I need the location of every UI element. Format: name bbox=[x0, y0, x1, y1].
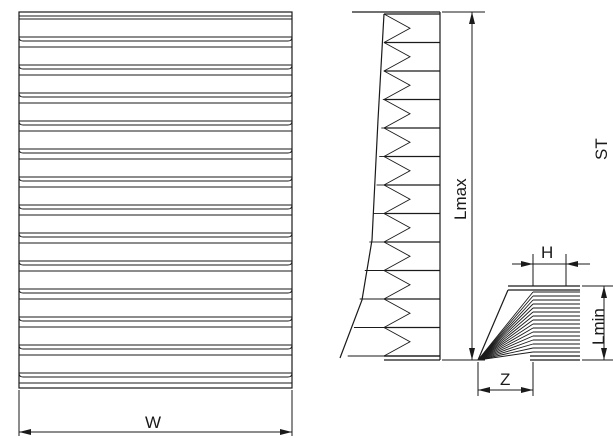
extended-outer-edge bbox=[339, 13, 385, 359]
compressed-fan-line bbox=[477, 295, 534, 361]
extended-fold bbox=[383, 213, 440, 243]
lmax-label: Lmax bbox=[451, 178, 470, 220]
extended-fold bbox=[383, 127, 440, 157]
compressed-fan-line bbox=[477, 347, 534, 361]
extended-fold bbox=[383, 42, 440, 72]
compressed-fan-line bbox=[477, 319, 534, 361]
height-label: H bbox=[541, 243, 553, 262]
front-view-slats bbox=[18, 15, 293, 384]
compressed-fan-line bbox=[477, 311, 534, 361]
extended-fold bbox=[383, 70, 440, 100]
front-slat-fold bbox=[18, 148, 293, 154]
compressed-fan-line bbox=[477, 343, 534, 361]
front-slat-fold bbox=[18, 288, 293, 294]
compressed-fan-line bbox=[477, 315, 534, 361]
front-slat-fold bbox=[18, 260, 293, 266]
extended-fold bbox=[383, 13, 440, 43]
extended-fold bbox=[383, 156, 440, 186]
compressed-fan-line bbox=[477, 339, 534, 361]
width-label: W bbox=[145, 413, 161, 432]
front-view bbox=[18, 11, 293, 389]
extended-folds bbox=[339, 13, 440, 359]
extended-fold bbox=[383, 270, 440, 300]
lmin-label: Lmin bbox=[589, 308, 608, 345]
compressed-fan-line bbox=[477, 335, 534, 361]
front-slat-fold bbox=[18, 92, 293, 98]
front-view-outline bbox=[18, 11, 293, 389]
front-slat-fold bbox=[18, 204, 293, 210]
compressed-fan-line bbox=[477, 303, 534, 361]
extended-fold bbox=[383, 241, 440, 271]
front-slat-fold bbox=[18, 64, 293, 70]
front-slat-fold bbox=[18, 344, 293, 350]
side-view-extended bbox=[339, 11, 441, 361]
front-slat-fold bbox=[18, 372, 293, 378]
compressed-fan-line bbox=[477, 323, 534, 361]
offset-label: Z bbox=[500, 370, 510, 389]
compressed-fan-line bbox=[477, 307, 534, 361]
lmin-dimension: Lmin bbox=[582, 285, 613, 361]
compressed-fan-line bbox=[477, 331, 534, 361]
stroke-label: ST bbox=[592, 138, 611, 160]
front-slat-fold bbox=[18, 120, 293, 126]
extended-fold bbox=[383, 327, 440, 357]
compressed-fan-line bbox=[477, 327, 534, 361]
compressed-fan-line bbox=[477, 351, 534, 361]
extended-fold bbox=[383, 99, 440, 129]
front-slat-fold bbox=[18, 316, 293, 322]
front-slat-fold bbox=[18, 232, 293, 238]
offset-dimension: Z bbox=[477, 362, 534, 396]
side-view-compressed bbox=[477, 285, 580, 361]
lmax-dimension: Lmax bbox=[442, 11, 485, 361]
width-dimension: W bbox=[18, 390, 293, 436]
height-dimension: H bbox=[512, 243, 590, 286]
compressed-folds bbox=[477, 289, 580, 361]
extended-fold bbox=[383, 298, 440, 328]
extended-fold bbox=[383, 184, 440, 214]
compressed-outer-edge bbox=[477, 289, 509, 361]
front-slat-fold bbox=[18, 176, 293, 182]
front-slat-fold bbox=[18, 36, 293, 42]
compressed-fan-line bbox=[477, 299, 534, 361]
